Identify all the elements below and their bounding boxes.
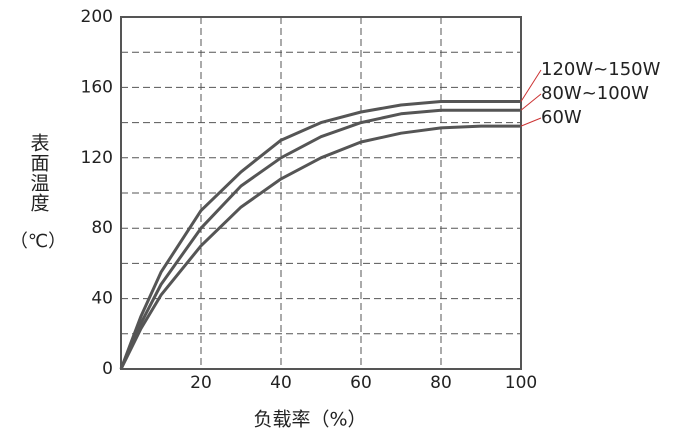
leader-line [520,69,542,102]
plot-frame [120,16,522,370]
x-axis-label: 负载率（%） [253,409,366,431]
leader-line [520,117,542,127]
y-tick-label: 40 [91,289,113,309]
legend-label: 120W~150W [541,59,661,80]
x-tick-label: 60 [350,373,372,393]
legend-label: 80W~100W [541,83,649,104]
y-tick-label: 120 [81,148,113,168]
leader-line [520,93,542,111]
y-tick-label: 160 [81,77,113,97]
legend-label: 60W [541,107,582,128]
y-tick-label: 0 [102,359,113,379]
x-tick-label: 40 [270,373,292,393]
y-tick-label: 80 [91,218,113,238]
data-line [119,100,521,370]
x-tick-label: 100 [505,373,537,393]
x-tick-label: 20 [190,373,212,393]
x-tick-label: 80 [430,373,452,393]
data-line [119,124,521,370]
y-tick-label: 200 [81,7,113,27]
data-line [119,108,521,370]
y-axis-label: 表面温度 [28,133,50,213]
y-axis-unit: （℃） [10,231,66,252]
